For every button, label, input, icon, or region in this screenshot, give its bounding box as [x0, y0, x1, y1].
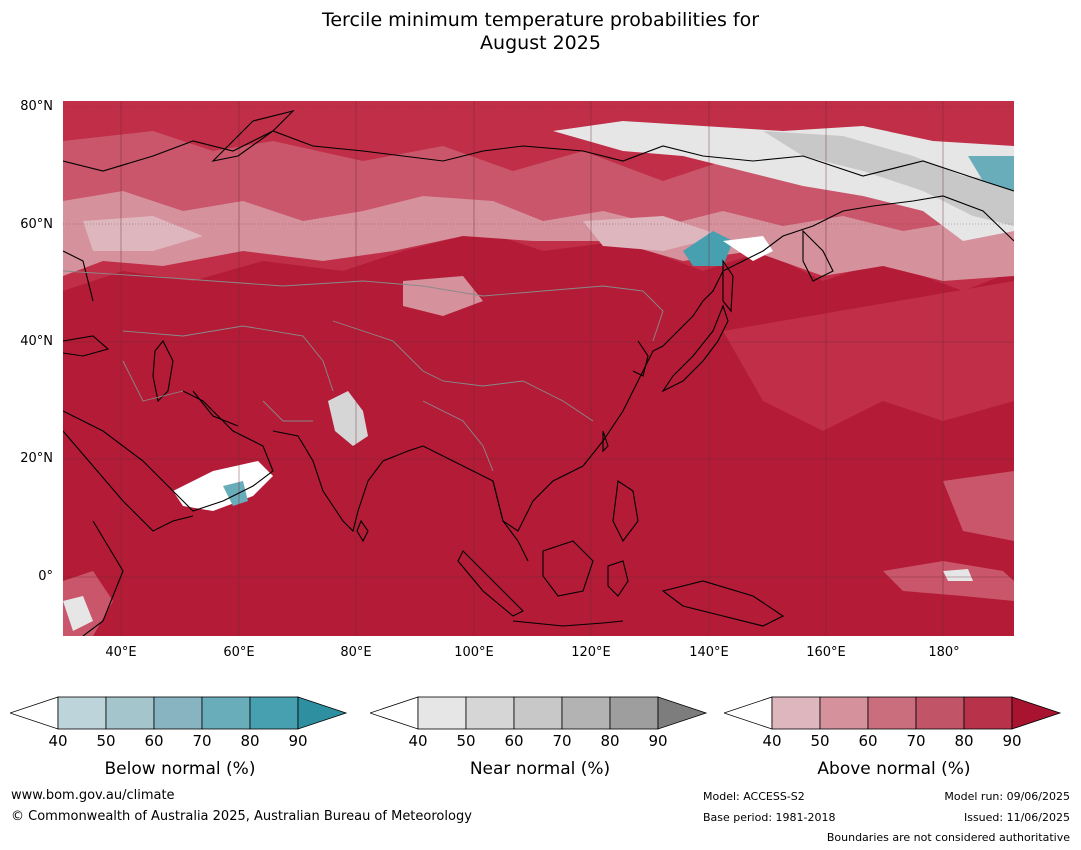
- lon-label-120e: 120°E: [571, 645, 611, 660]
- map-below-normal-east-siberia: [968, 156, 1014, 191]
- title-line-2: August 2025: [480, 32, 601, 54]
- map-near-normal-arctic: [553, 121, 1014, 241]
- legend-above-tick-40: 40: [762, 732, 782, 750]
- legend-near-tick-80: 80: [600, 732, 620, 750]
- legend-below-tick-50: 50: [96, 732, 116, 750]
- probability-map: [63, 101, 1014, 636]
- lon-label-100e: 100°E: [454, 645, 494, 660]
- legend-above-tick-70: 70: [906, 732, 926, 750]
- near-under-range-triangle: [370, 696, 419, 730]
- footer-model: Model: ACCESS-S2: [703, 790, 805, 803]
- legend-above-tick-90: 90: [1002, 732, 1022, 750]
- legend-near-tick-40: 40: [408, 732, 428, 750]
- title-line-1: Tercile minimum temperature probabilitie…: [321, 9, 760, 31]
- lon-label-140e: 140°E: [689, 645, 729, 660]
- map-zone-80-pacific: [723, 281, 1014, 431]
- legend-below-tick-80: 80: [240, 732, 260, 750]
- footer-website[interactable]: www.bom.gov.au/climate: [11, 788, 175, 803]
- near-colorbar-segment-3: [513, 696, 563, 730]
- graticule: [63, 101, 1014, 636]
- map-near-normal-africa: [63, 596, 93, 631]
- lat-label-60n: 60°N: [20, 217, 53, 232]
- chart-title: Tercile minimum temperature probabilitie…: [0, 9, 1081, 55]
- above-colorbar-segment-4: [915, 696, 965, 730]
- lon-label-80e: 80°E: [340, 645, 372, 660]
- legend-near-tick-70: 70: [552, 732, 572, 750]
- below-colorbar-segment-1: [57, 696, 107, 730]
- below-under-range-triangle: [10, 696, 59, 730]
- legend-above-normal: 40 50 60 70 80 90 Above normal (%): [724, 693, 1064, 783]
- lon-label-180: 180°: [928, 645, 960, 660]
- map-near-normal-india: [328, 391, 368, 446]
- footer-copyright: © Commonwealth of Australia 2025, Austra…: [11, 809, 472, 824]
- below-colorbar-segment-3: [153, 696, 203, 730]
- map-zone-70-east: [943, 471, 1014, 541]
- legend-above-tick-50: 50: [810, 732, 830, 750]
- legend-below-tick-70: 70: [192, 732, 212, 750]
- map-svg: [63, 101, 1014, 636]
- map-zone-50-b: [583, 216, 723, 251]
- legend-near-tick-90: 90: [648, 732, 668, 750]
- coastlines: [63, 109, 1014, 636]
- below-colorbar-segment-4: [201, 696, 251, 730]
- map-white-okhotsk: [723, 236, 773, 261]
- above-colorbar-segment-2: [819, 696, 869, 730]
- lat-label-80n: 80°N: [20, 99, 53, 114]
- legend-near-normal: 40 50 60 70 80 90 Near normal (%): [370, 693, 710, 783]
- below-colorbar-segment-5: [249, 696, 299, 730]
- legend-below-caption: Below normal (%): [104, 759, 256, 779]
- near-over-range-triangle: [657, 696, 708, 730]
- lon-label-160e: 160°E: [806, 645, 846, 660]
- map-below-normal-okhotsk: [683, 231, 733, 266]
- below-colorbar-segment-2: [105, 696, 155, 730]
- colorbar-near-normal: [370, 696, 708, 730]
- lon-label-40e: 40°E: [105, 645, 137, 660]
- map-zone-50-a: [83, 216, 203, 251]
- footer-issued: Issued: 11/06/2025: [963, 811, 1070, 824]
- legend-near-tick-60: 60: [504, 732, 524, 750]
- map-near-normal-pacific: [943, 569, 973, 581]
- near-colorbar-segment-2: [465, 696, 515, 730]
- legend-near-tick-50: 50: [456, 732, 476, 750]
- colorbar-above-normal: [724, 696, 1062, 730]
- above-colorbar-segment-5: [963, 696, 1013, 730]
- above-colorbar-segment-1: [771, 696, 821, 730]
- lat-label-40n: 40°N: [20, 334, 53, 349]
- above-over-range-triangle: [1011, 696, 1062, 730]
- near-colorbar-segment-4: [561, 696, 611, 730]
- near-colorbar-segment-1: [417, 696, 467, 730]
- map-zone-60: [63, 191, 1014, 281]
- lon-label-60e: 60°E: [223, 645, 255, 660]
- lat-label-20n: 20°N: [20, 451, 53, 466]
- below-over-range-triangle: [297, 696, 348, 730]
- footer-base-period: Base period: 1981-2018: [703, 811, 836, 824]
- footer-disclaimer: Boundaries are not considered authoritat…: [826, 831, 1070, 844]
- map-below-normal-arabia: [223, 481, 248, 506]
- legend-below-tick-40: 40: [48, 732, 68, 750]
- legend-below-tick-60: 60: [144, 732, 164, 750]
- above-colorbar-segment-3: [867, 696, 917, 730]
- near-colorbar-segment-5: [609, 696, 659, 730]
- lat-label-0: 0°: [38, 569, 53, 584]
- legend-above-tick-60: 60: [858, 732, 878, 750]
- legend-near-caption: Near normal (%): [469, 759, 611, 779]
- legend-above-tick-80: 80: [954, 732, 974, 750]
- country-borders: [63, 270, 664, 472]
- legend-above-caption: Above normal (%): [817, 759, 971, 779]
- footer-model-run: Model run: 09/06/2025: [944, 790, 1070, 803]
- above-under-range-triangle: [724, 696, 773, 730]
- colorbar-below-normal: [10, 696, 348, 730]
- legend-below-tick-90: 90: [288, 732, 308, 750]
- legend-below-normal: 40 50 60 70 80 90 Below normal (%): [10, 693, 350, 783]
